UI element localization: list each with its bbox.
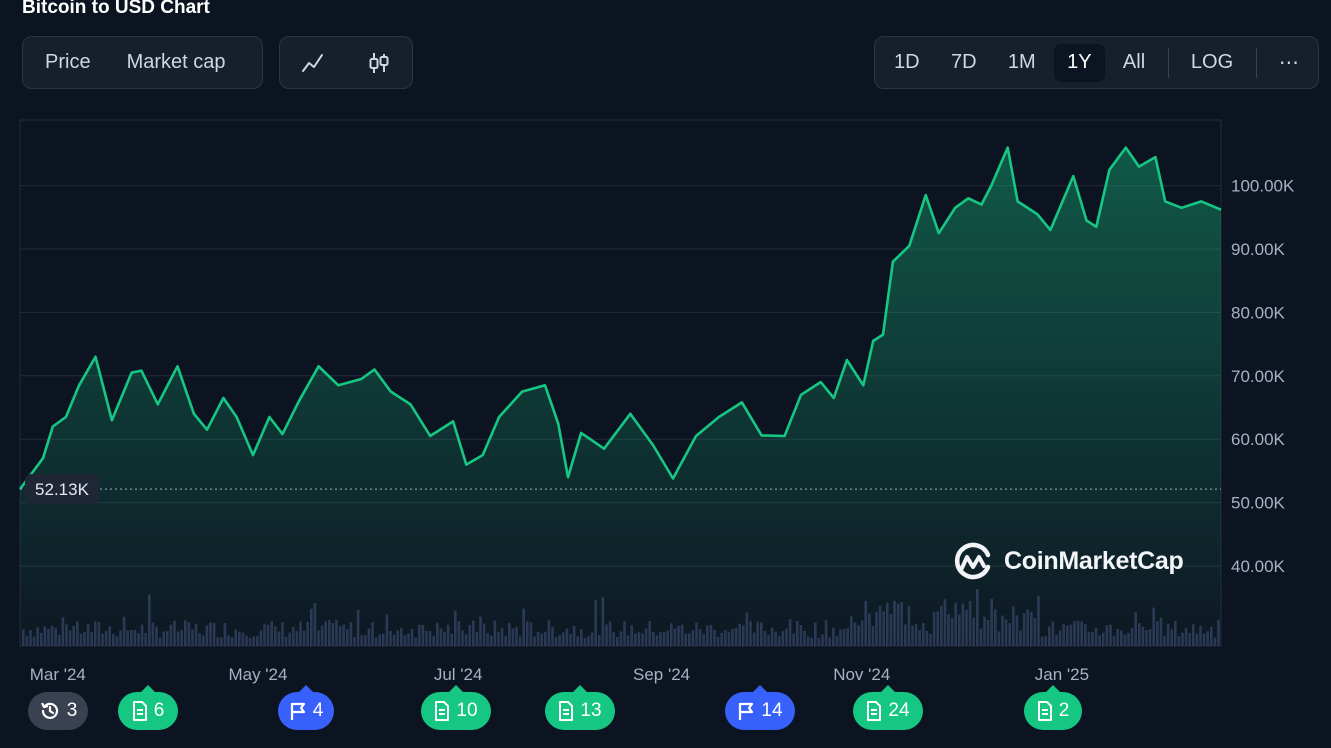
candlestick-icon [369, 52, 389, 73]
range-7d[interactable]: 7D [950, 51, 977, 73]
flag-icon [289, 701, 307, 721]
price-line [18, 146, 1222, 490]
event-count: 6 [153, 700, 165, 721]
event-markers: 3 6 4 10 13 14 24 2 [0, 685, 1331, 740]
price-area [20, 147, 1221, 646]
x-tick-label: Jul '24 [434, 665, 483, 684]
line-chart-button[interactable] [291, 44, 335, 82]
x-tick-label: Mar '24 [30, 665, 86, 684]
y-tick-label: 80.00K [1231, 303, 1286, 322]
document-icon [434, 701, 450, 721]
range-all[interactable]: All [1122, 51, 1146, 73]
event-marker-news[interactable]: 6 [118, 685, 178, 730]
event-marker-history[interactable]: 3 [28, 692, 88, 730]
log-scale-button[interactable]: LOG [1190, 51, 1234, 73]
document-icon [866, 701, 882, 721]
reference-label-bg [25, 474, 99, 505]
coinmarketcap-logo-icon [955, 542, 991, 580]
event-count: 3 [66, 700, 78, 721]
document-icon [558, 701, 574, 721]
y-tick-label: 70.00K [1231, 367, 1286, 386]
event-marker-flag[interactable]: 4 [278, 685, 334, 730]
y-tick-label: 100.00K [1231, 177, 1295, 196]
y-tick-label: 90.00K [1231, 240, 1286, 259]
x-tick-label: Nov '24 [833, 665, 890, 684]
event-marker-news[interactable]: 10 [421, 685, 491, 730]
line-chart-icon [302, 53, 323, 72]
event-count: 14 [761, 700, 783, 721]
metric-toggle: Price Market cap [22, 36, 263, 89]
page-title: Bitcoin to USD Chart [22, 0, 210, 18]
event-count: 2 [1058, 700, 1070, 721]
y-tick-label: 40.00K [1231, 557, 1286, 576]
more-options-button[interactable]: ⋯ [1278, 52, 1299, 74]
range-1m[interactable]: 1M [1007, 51, 1036, 73]
event-count: 13 [580, 700, 602, 721]
watermark-text: CoinMarketCap [1004, 546, 1184, 575]
candlestick-button[interactable] [357, 44, 401, 82]
tab-market-cap[interactable]: Market cap [126, 51, 226, 73]
chart-type-toggle [279, 36, 413, 89]
range-1y[interactable]: 1Y [1054, 43, 1105, 82]
event-marker-news[interactable]: 2 [1024, 685, 1082, 730]
divider [1255, 47, 1257, 78]
x-tick-label: Sep '24 [633, 665, 690, 684]
x-tick-label: Jan '25 [1035, 665, 1089, 684]
event-count: 10 [456, 700, 478, 721]
y-tick-label: 50.00K [1231, 494, 1286, 513]
event-count: 24 [888, 700, 910, 721]
event-marker-flag[interactable]: 14 [725, 685, 795, 730]
history-icon [39, 700, 61, 722]
event-count: 4 [312, 700, 324, 721]
range-1d[interactable]: 1D [894, 51, 920, 73]
x-tick-label: May '24 [228, 665, 287, 684]
event-marker-news[interactable]: 13 [545, 685, 615, 730]
flag-icon [737, 701, 755, 721]
event-marker-news[interactable]: 24 [853, 685, 923, 730]
y-tick-label: 60.00K [1231, 430, 1286, 449]
reference-label: 52.13K [35, 480, 90, 499]
document-icon [132, 701, 148, 721]
divider [1167, 47, 1169, 78]
time-range-toggle: 1D 7D 1M 1Y All LOG ⋯ [874, 36, 1319, 89]
watermark: CoinMarketCap [952, 540, 1184, 582]
tab-price[interactable]: Price [45, 51, 91, 73]
document-icon [1037, 701, 1053, 721]
